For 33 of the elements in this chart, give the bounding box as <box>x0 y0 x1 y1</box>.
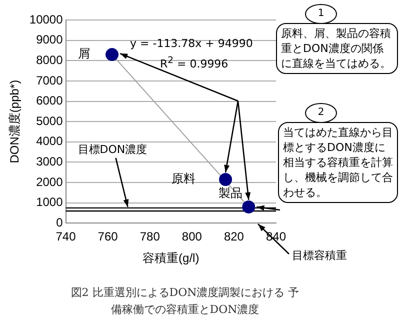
y-tick-label: 9000 <box>36 32 64 47</box>
point <box>106 48 119 62</box>
annotation: 屑 <box>78 46 90 61</box>
y-tick-label: 4000 <box>36 134 64 148</box>
text: 目標容積重 <box>292 248 347 263</box>
x-tick-label: 780 <box>140 230 160 244</box>
annotation: 製品 <box>218 186 243 200</box>
annotation: R$^{2}$ = 0.9996 <box>160 55 228 71</box>
ref-line-label: 目標DON濃度 <box>78 142 148 156</box>
y-tick-label: 6000 <box>36 94 64 108</box>
x-tick-label: 820 <box>224 230 244 244</box>
annotation: 当てはめた直線から目標とするDON濃度に相当する容積重を計算し、機械を調節して合わせる。 <box>278 122 398 203</box>
x-tick-label: 760 <box>98 230 118 244</box>
text: 原料、屑、製品の容積重とDON濃度の関係に直線を当てはめる。 <box>276 23 398 74</box>
y-tick-label: 5000 <box>36 114 64 128</box>
x-axis-title: 容積重(g/l) <box>142 251 200 266</box>
x-tick-label: 800 <box>182 230 202 244</box>
y-tick-label: 10000 <box>29 12 64 26</box>
y-tick-label: 3000 <box>36 154 64 169</box>
text: 1 <box>305 4 337 24</box>
point <box>219 173 232 186</box>
text: 2 <box>305 103 337 123</box>
y-tick-label: 2000 <box>36 174 64 189</box>
point <box>242 200 256 214</box>
y-tick-label: 0 <box>56 216 64 230</box>
y-tick-label: 7000 <box>36 73 64 88</box>
text: 図2 比重選別によるDON濃度調製における 予備稼働での容積重とDON濃度 <box>70 285 300 318</box>
annotation: y = -113.78x + 94990 <box>130 37 253 50</box>
y-tick-label: 8000 <box>36 52 64 67</box>
y-tick-label: 1000 <box>36 195 64 210</box>
annotation: 原料 <box>172 172 196 186</box>
y-axis-title: DON濃度(ppb*) <box>8 80 22 164</box>
x-tick-label: 740 <box>56 230 76 244</box>
